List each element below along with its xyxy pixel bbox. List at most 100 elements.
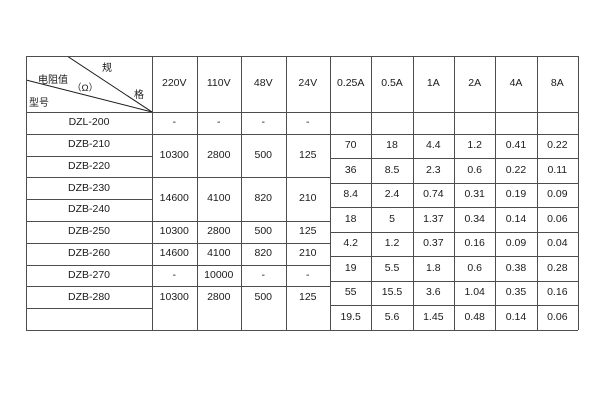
voltage-group-separator <box>152 264 330 266</box>
voltage-value-DZB-280-220V: 10300 <box>159 290 189 303</box>
current-value-r2-8A: 0.09 <box>547 188 568 201</box>
corner-label-resistance: 电阻值 <box>38 75 68 86</box>
current-value-r1-0.5A: 8.5 <box>384 163 400 176</box>
voltage-value-DZB-250-110V: 2800 <box>207 225 231 238</box>
current-row-separator <box>330 158 578 160</box>
corner-header-cell: 电阻值 （Ω） 规 格 型号 <box>26 56 152 112</box>
voltage-value-DZB-260-24V: 210 <box>298 246 317 259</box>
voltage-value-DZB-280-48V: 500 <box>254 290 273 303</box>
header-voltage-48V: 48V <box>253 77 273 90</box>
current-value-r4-0.5A: 1.2 <box>384 237 400 250</box>
current-row-separator <box>330 231 578 233</box>
current-value-r6-2A: 1.04 <box>464 286 485 299</box>
current-value-r3-8A: 0.06 <box>547 212 568 225</box>
header-voltage-110V: 110V <box>206 77 231 90</box>
model-row-separator <box>26 242 152 244</box>
current-value-r7-4A: 0.14 <box>505 310 527 323</box>
current-value-r3-0.25A: 18 <box>344 212 357 225</box>
table-left-border <box>26 56 27 330</box>
header-current-0.5A: 0.5A <box>381 77 403 90</box>
model-cell-DZB-270: DZB-270 <box>67 268 110 281</box>
current-value-r4-8A: 0.04 <box>547 237 568 250</box>
voltage-value-DZB-270-24V: - <box>306 268 310 281</box>
current-value-r3-4A: 0.14 <box>505 212 527 225</box>
voltage-value-DZB-260-220V: 14600 <box>159 246 189 259</box>
model-cell-DZB-250: DZB-250 <box>67 225 110 238</box>
corner-label-model: 型号 <box>29 98 49 109</box>
voltage-value-DZL-200-110V: - <box>217 116 221 129</box>
current-value-r6-1A: 3.6 <box>426 286 441 299</box>
current-value-r7-2A: 0.48 <box>464 310 485 323</box>
model-row-separator <box>26 177 152 179</box>
voltage-value-DZB-230-48V: 820 <box>254 192 273 205</box>
table-right-border <box>578 56 579 330</box>
table-bottom-border <box>26 330 578 331</box>
model-row-separator <box>26 286 152 288</box>
voltage-value-DZB-230-24V: 210 <box>298 192 317 205</box>
table-top-border <box>26 56 578 57</box>
current-value-r0-4A: 0.41 <box>505 139 527 152</box>
voltage-value-DZB-260-110V: 4100 <box>207 246 231 259</box>
current-value-r1-4A: 0.22 <box>505 163 527 176</box>
current-value-r6-0.5A: 15.5 <box>381 286 403 299</box>
current-value-r2-2A: 0.31 <box>464 188 485 201</box>
model-cell-DZB-260: DZB-260 <box>67 246 110 259</box>
current-column-divider <box>412 56 414 330</box>
voltage-column-divider <box>285 56 287 330</box>
current-value-r4-2A: 0.16 <box>464 237 485 250</box>
voltage-value-DZL-200-48V: - <box>261 116 266 129</box>
current-value-r2-4A: 0.19 <box>505 188 527 201</box>
model-cell-DZB-220: DZB-220 <box>67 159 110 172</box>
model-column-divider <box>152 56 153 330</box>
model-row-separator <box>26 308 152 310</box>
model-row-separator <box>26 221 152 222</box>
voltage-value-DZB-250-24V: 125 <box>298 225 317 238</box>
corner-label-ohm: （Ω） <box>72 83 99 94</box>
current-value-r0-1A: 4.4 <box>426 139 441 152</box>
header-current-4A: 4A <box>509 77 523 90</box>
current-column-divider <box>536 56 538 330</box>
current-column-divider <box>454 56 455 330</box>
current-value-r7-1A: 1.45 <box>423 310 444 323</box>
header-voltage-220V: 220V <box>161 77 187 90</box>
voltage-value-DZB-210-110V: 2800 <box>207 148 231 161</box>
header-current-8A: 8A <box>550 77 564 90</box>
model-row-separator <box>26 199 152 201</box>
model-row-separator <box>26 155 152 157</box>
current-value-r1-8A: 0.11 <box>547 163 568 176</box>
current-value-r6-4A: 0.35 <box>505 286 527 299</box>
current-value-r2-1A: 0.74 <box>423 188 444 201</box>
model-cell-DZB-280: DZB-280 <box>67 290 110 303</box>
voltage-value-DZB-270-48V: - <box>261 268 266 281</box>
current-row-separator <box>330 280 578 282</box>
current-value-r0-0.25A: 70 <box>344 139 357 152</box>
current-value-r1-1A: 2.3 <box>426 163 441 176</box>
current-value-r3-0.5A: 5 <box>389 212 395 225</box>
voltage-group-separator <box>152 221 330 222</box>
current-value-r2-0.5A: 2.4 <box>384 188 400 201</box>
voltage-value-DZB-270-220V: - <box>172 268 177 281</box>
corner-label-spec-bottom: 格 <box>134 90 144 101</box>
current-value-r7-8A: 0.06 <box>547 310 568 323</box>
current-value-r5-4A: 0.38 <box>505 261 527 274</box>
model-cell-DZB-230: DZB-230 <box>67 181 110 194</box>
current-value-r2-0.25A: 8.4 <box>343 188 358 201</box>
current-column-divider <box>371 56 373 330</box>
header-current-1A: 1A <box>426 77 440 90</box>
voltage-column-divider <box>196 56 198 330</box>
current-row-separator <box>330 256 578 258</box>
corner-label-spec-top: 规 <box>102 63 112 74</box>
voltage-group-separator <box>152 133 330 135</box>
model-cell-DZB-210: DZB-210 <box>67 137 110 150</box>
voltage-value-DZB-250-220V: 10300 <box>159 225 189 238</box>
current-value-r0-2A: 1.2 <box>467 139 482 152</box>
voltage-value-DZL-200-24V: - <box>306 116 310 129</box>
current-value-r5-2A: 0.6 <box>467 261 482 274</box>
voltage-group-separator <box>152 242 330 244</box>
current-value-r5-1A: 1.8 <box>426 261 441 274</box>
current-block-divider <box>330 56 331 330</box>
current-value-r6-8A: 0.16 <box>547 286 568 299</box>
voltage-column-divider <box>241 56 242 330</box>
current-value-r3-2A: 0.34 <box>464 212 485 225</box>
